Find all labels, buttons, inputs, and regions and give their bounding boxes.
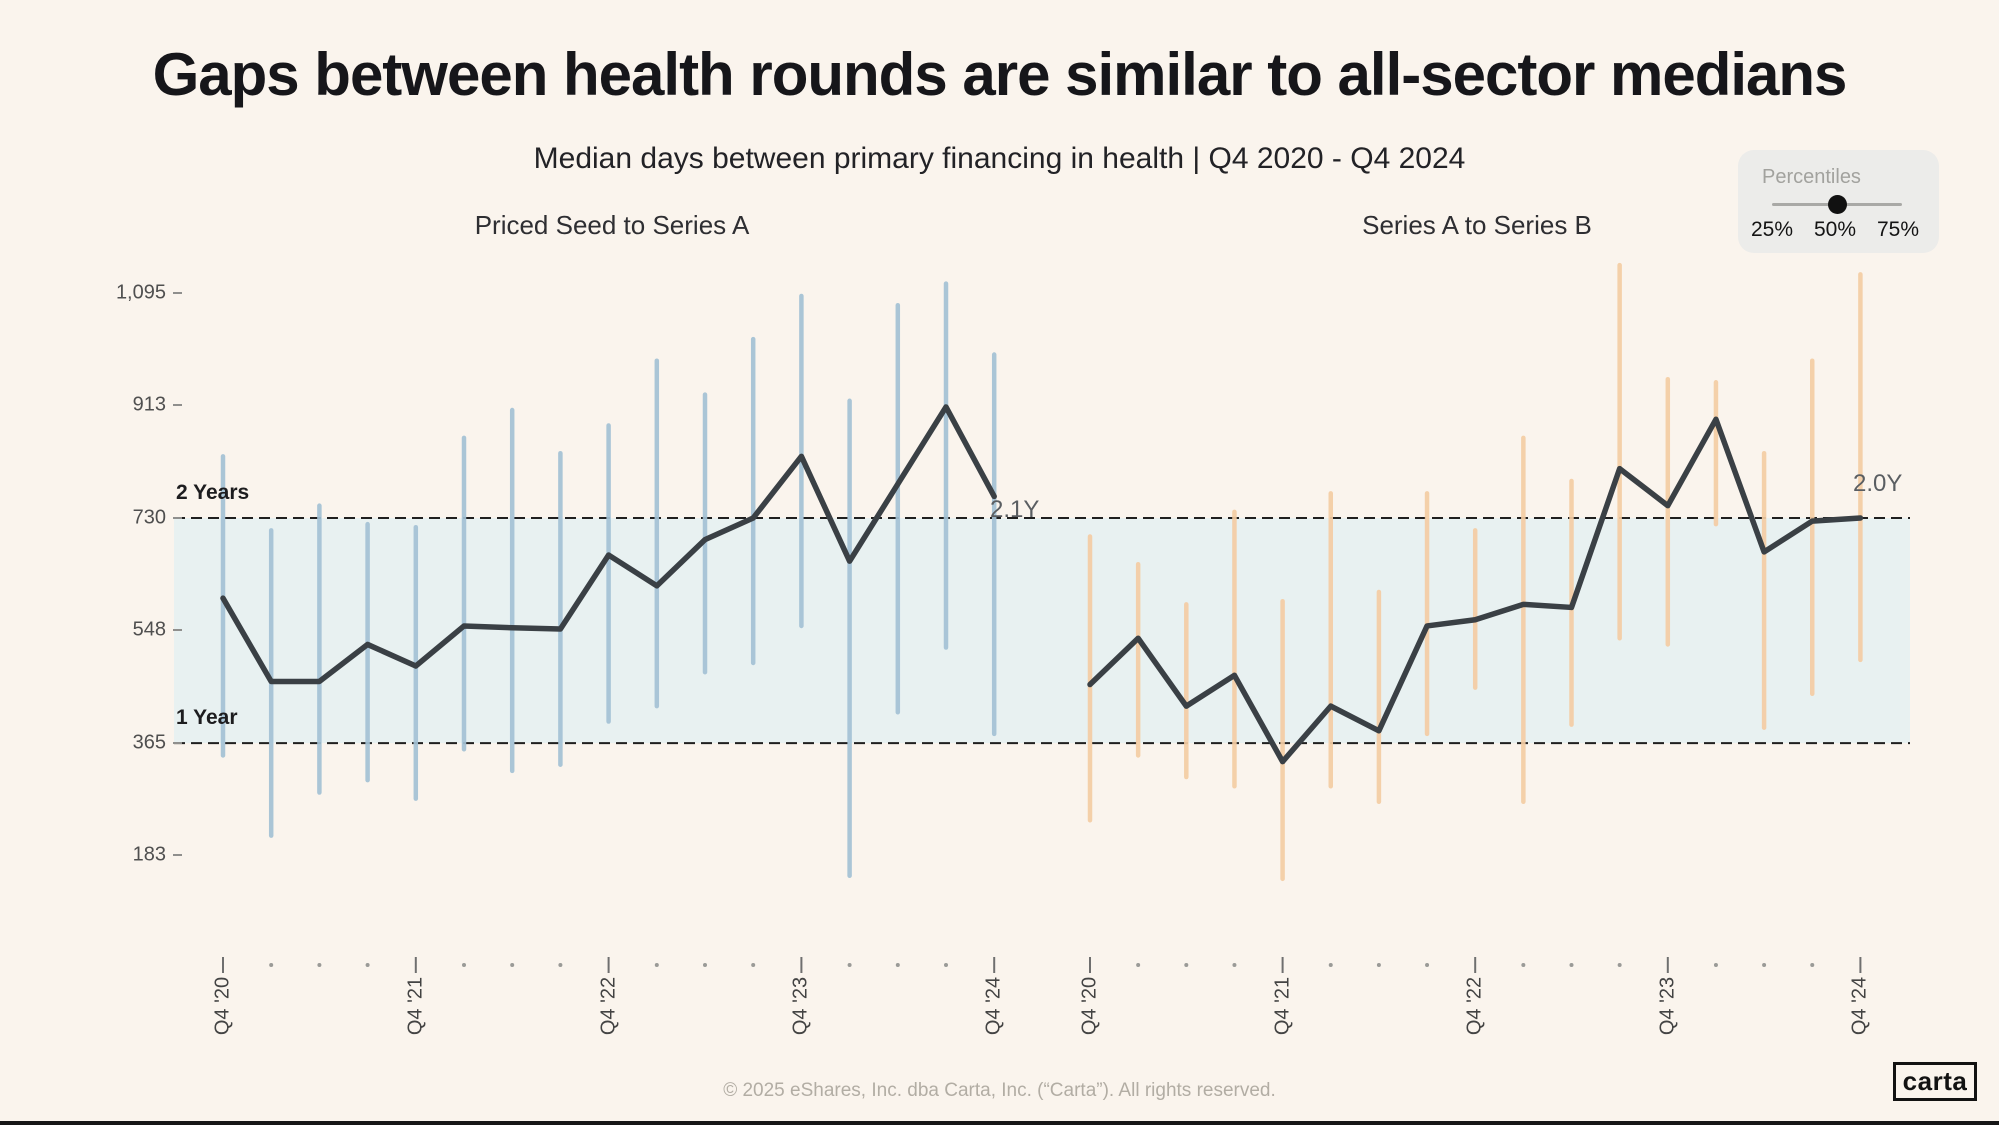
x-tick-label-0-Q4 '24: Q4 '24 [982,976,1005,1036]
x-tick-minor [1762,963,1767,967]
x-tick-minor [462,963,466,967]
x-tick-minor [1232,963,1237,967]
x-tick-minor [654,963,659,967]
x-tick-minor [1184,963,1189,967]
median-line-seed-to-a [220,404,997,685]
y-tick-label-183: 183 [132,843,166,866]
x-tick-minor [1328,963,1333,967]
x-tick-label-1-Q4 '22: Q4 '22 [1463,976,1486,1036]
percentiles-slider-knob[interactable] [1828,195,1847,214]
y-tick-mark [173,629,182,632]
percentile-option-50[interactable]: 50% [1813,218,1857,241]
x-tick-minor [751,963,756,967]
x-tick-minor [269,963,274,967]
x-tick-minor [1136,963,1141,967]
median-line-a-to-b [1087,416,1864,765]
x-tick-minor [1617,963,1622,967]
panel-title-a-to-b: Series A to Series B [1362,210,1592,240]
x-tick-label-1-Q4 '21: Q4 '21 [1271,976,1294,1036]
x-tick-label-0-Q4 '20: Q4 '20 [211,976,234,1036]
x-tick-minor [1713,963,1718,967]
reference-label-365: 1 Year [176,706,238,730]
x-tick-minor [847,963,852,967]
y-tick-label-365: 365 [132,731,166,754]
x-tick-label-0-Q4 '22: Q4 '22 [597,976,620,1036]
x-tick-minor [317,963,322,967]
x-tick-minor [558,963,563,967]
x-tick-minor [703,963,707,967]
copyright-text: © 2025 eShares, Inc. dba Carta, Inc. (“C… [723,1080,1276,1101]
panel-title-seed-to-a: Priced Seed to Series A [474,210,750,240]
percentiles-label: Percentiles [1762,166,1861,188]
reference-label-730: 2 Years [176,481,250,504]
page-subtitle: Median days between primary financing in… [533,142,1466,175]
x-tick-minor [365,963,370,967]
x-tick-minor [1521,963,1526,967]
x-tick-minor [895,963,900,967]
x-tick-minor [510,963,515,967]
x-tick-minor [944,963,948,967]
x-tick-minor [1810,963,1815,967]
y-tick-mark [173,404,182,407]
annotation-left-end: 2.1Y [990,496,1040,523]
carta-logo: carta [1893,1062,1977,1101]
percentiles-widget: Percentiles 25% 50% 75% [1738,150,1939,253]
percentile-option-25[interactable]: 25% [1750,218,1794,241]
y-tick-mark [173,291,182,294]
y-tick-mark [173,742,182,745]
x-tick-minor [1569,963,1574,967]
y-tick-mark [173,854,182,857]
bottom-edge-bar [0,1121,1999,1125]
y-tick-mark [173,517,182,519]
x-tick-minor [1425,963,1430,967]
y-tick-label-1,095: 1,095 [115,281,166,304]
y-tick-label-913: 913 [132,393,166,416]
percentile-option-75[interactable]: 75% [1876,218,1920,241]
page-title: Gaps between health rounds are similar t… [152,41,1848,108]
x-tick-minor [1376,963,1381,967]
annotation-right-end: 2.0Y [1853,470,1903,497]
y-tick-label-730: 730 [132,506,166,529]
x-tick-label-1-Q4 '24: Q4 '24 [1848,976,1871,1036]
x-tick-label-1-Q4 '20: Q4 '20 [1078,976,1101,1036]
x-tick-label-1-Q4 '23: Q4 '23 [1656,976,1679,1036]
y-tick-label-548: 548 [132,618,166,641]
x-tick-label-0-Q4 '21: Q4 '21 [404,976,427,1036]
x-tick-label-0-Q4 '23: Q4 '23 [789,976,812,1036]
one-to-two-year-band [174,518,1910,744]
